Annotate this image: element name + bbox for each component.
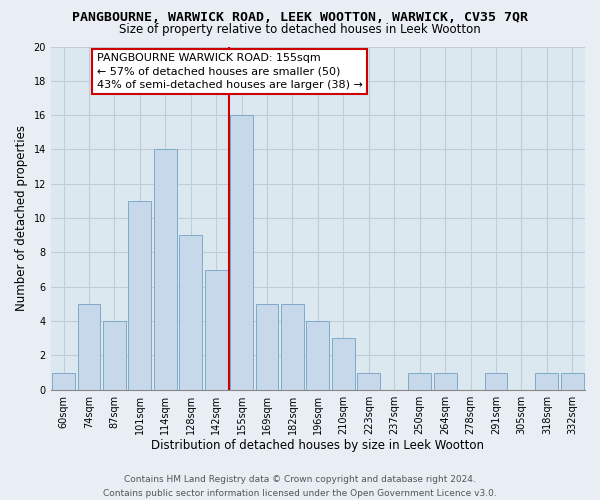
Bar xyxy=(485,372,508,390)
Bar xyxy=(535,372,558,390)
Text: Contains HM Land Registry data © Crown copyright and database right 2024.
Contai: Contains HM Land Registry data © Crown c… xyxy=(103,476,497,498)
Y-axis label: Number of detached properties: Number of detached properties xyxy=(15,125,28,311)
Bar xyxy=(230,115,253,390)
Bar xyxy=(561,372,584,390)
Bar xyxy=(408,372,431,390)
Bar xyxy=(154,150,177,390)
Bar xyxy=(256,304,278,390)
Bar xyxy=(128,201,151,390)
Bar xyxy=(307,321,329,390)
Text: PANGBOURNE, WARWICK ROAD, LEEK WOOTTON, WARWICK, CV35 7QR: PANGBOURNE, WARWICK ROAD, LEEK WOOTTON, … xyxy=(72,11,528,24)
Bar xyxy=(332,338,355,390)
Bar xyxy=(205,270,227,390)
Text: PANGBOURNE WARWICK ROAD: 155sqm
← 57% of detached houses are smaller (50)
43% of: PANGBOURNE WARWICK ROAD: 155sqm ← 57% of… xyxy=(97,54,362,90)
Bar xyxy=(77,304,100,390)
Bar xyxy=(281,304,304,390)
Text: Size of property relative to detached houses in Leek Wootton: Size of property relative to detached ho… xyxy=(119,22,481,36)
Bar xyxy=(52,372,75,390)
Bar xyxy=(179,236,202,390)
X-axis label: Distribution of detached houses by size in Leek Wootton: Distribution of detached houses by size … xyxy=(151,440,484,452)
Bar xyxy=(434,372,457,390)
Bar xyxy=(358,372,380,390)
Bar xyxy=(103,321,126,390)
